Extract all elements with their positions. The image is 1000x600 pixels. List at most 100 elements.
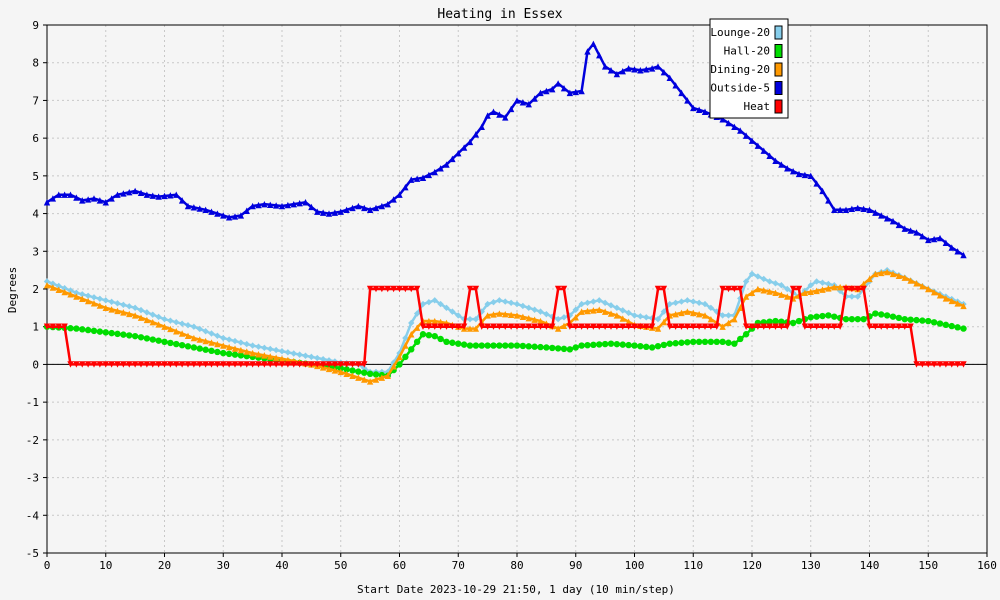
outside-5-point [49, 195, 57, 202]
outside-5-point [272, 202, 280, 209]
dining-20-point [754, 285, 762, 293]
hall-20-point [496, 342, 503, 349]
dining-20-point [831, 283, 838, 291]
dining-20-point [225, 343, 233, 351]
hall-20-point [455, 340, 462, 347]
heat-point [590, 323, 597, 330]
outside-5-point [766, 152, 773, 159]
heat-point [437, 323, 444, 330]
lounge-20-point [431, 297, 438, 304]
lounge-20-point [848, 293, 856, 300]
outside-5-point [883, 215, 891, 222]
outside-5-point [43, 199, 51, 206]
outside-5-point [801, 171, 809, 179]
heat-point [419, 323, 427, 330]
hall-20-point [584, 341, 591, 349]
outside-5-point [913, 229, 920, 236]
dining-20-point [889, 270, 897, 278]
hall-20-point [907, 316, 914, 323]
outside-5-point [895, 221, 903, 229]
lounge-20-point [807, 282, 814, 289]
lounge-20-point [408, 319, 415, 327]
outside-5-point [684, 97, 691, 104]
hall-20-point [942, 321, 950, 329]
lounge-20-point [701, 300, 709, 308]
lounge-20-point [137, 306, 145, 314]
heat-point [484, 323, 491, 330]
outside-5-point [878, 212, 885, 219]
hall-20-point [184, 343, 192, 350]
lounge-20-point [643, 314, 650, 321]
outside-5-point [225, 214, 233, 221]
dining-20-point [719, 323, 726, 330]
hall-20-point [361, 369, 368, 376]
dining-20-point [102, 304, 109, 312]
outside-5-point [866, 206, 873, 213]
dining-20-point [490, 311, 497, 318]
heat-point [654, 285, 662, 293]
outside-5-point [836, 206, 844, 213]
heat-point [496, 323, 503, 330]
hall-20-point [202, 346, 209, 353]
dining-20-point [684, 308, 691, 315]
lounge-20-point [678, 298, 685, 305]
dining-20-point [337, 368, 344, 376]
hall-20-series [43, 310, 967, 379]
heat-point [607, 323, 615, 330]
heat-point [361, 361, 368, 368]
y-tick-label: 1 [32, 321, 39, 334]
x-tick-label: 30 [217, 559, 230, 572]
hall-20-point [737, 335, 744, 343]
outside-5-point [789, 167, 797, 175]
outside-5-point [819, 187, 826, 195]
dining-20-point [178, 330, 186, 337]
heat-point [678, 323, 685, 330]
dining-20-point [249, 349, 256, 357]
dining-20-point [108, 306, 115, 313]
outside-5-point [531, 95, 538, 102]
heat-point [90, 361, 98, 368]
lounge-20-point [302, 352, 309, 359]
hall-20-point [831, 313, 838, 320]
heat-point [343, 361, 350, 368]
heat-point [648, 323, 656, 330]
hall-20-point [590, 341, 597, 349]
outside-5-point [590, 40, 597, 48]
dining-20-point [960, 302, 967, 310]
lounge-20-point [813, 278, 820, 285]
hall-20-point [613, 340, 621, 348]
x-tick-label: 120 [742, 559, 762, 572]
heat-point [155, 361, 162, 368]
outside-5-point [184, 202, 192, 210]
dining-20-point [654, 325, 662, 332]
y-tick-label: -3 [26, 472, 39, 485]
outside-5-point [772, 157, 779, 164]
y-tick-label: 9 [32, 19, 39, 32]
dining-20-point [778, 291, 785, 298]
heat-point [325, 361, 333, 368]
heat-point [807, 323, 814, 330]
lounge-20-point [220, 334, 227, 342]
heat-point [455, 323, 462, 330]
hall-20-point [537, 343, 544, 351]
lounge-20-point [472, 315, 480, 323]
hall-20-point [531, 343, 538, 350]
hall-20-point [878, 311, 885, 318]
heat-point [913, 361, 920, 368]
hall-20-point [143, 335, 151, 342]
heat-point [684, 323, 691, 330]
dining-20-point [801, 289, 809, 296]
outside-5-point [872, 209, 879, 216]
lounge-20-point [672, 299, 679, 307]
lounge-20-point [625, 309, 632, 317]
dining-20-point [813, 287, 820, 295]
dining-20-point [49, 284, 57, 291]
outside-5-point [695, 106, 703, 114]
dining-20-point [372, 376, 380, 383]
heat-point [243, 361, 250, 368]
heat-point [220, 361, 227, 368]
outside-5-point [84, 196, 92, 203]
heat-point [425, 323, 433, 330]
heat-point [290, 361, 297, 368]
